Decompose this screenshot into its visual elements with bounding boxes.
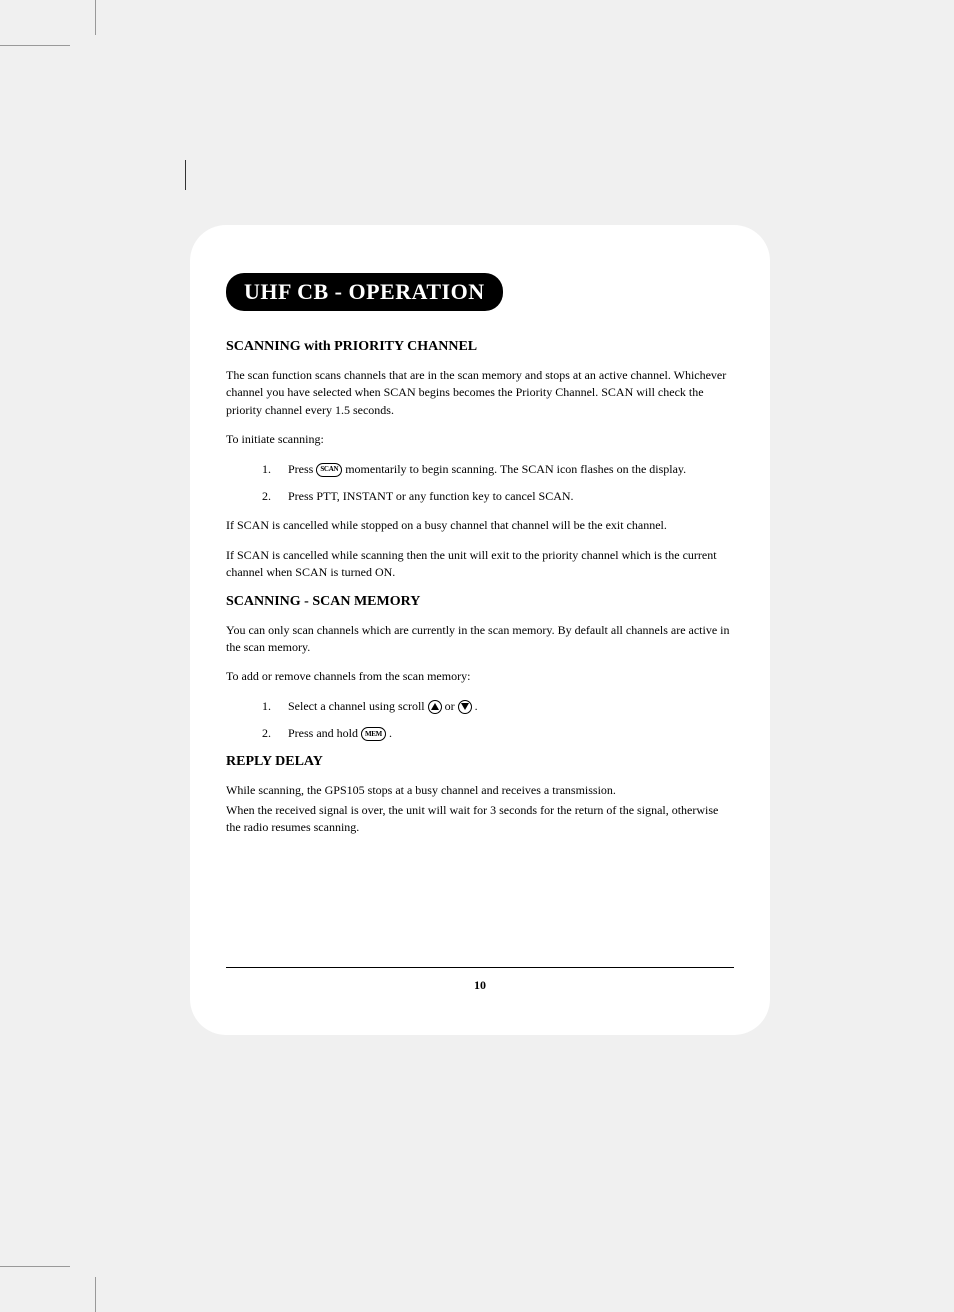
section-heading-scan-memory: SCANNING - SCAN MEMORY <box>226 594 734 610</box>
list-text: Press and hold <box>288 726 361 740</box>
mem-button-icon: MEM <box>361 727 386 741</box>
list-text: or <box>445 699 458 713</box>
body-paragraph: The scan function scans channels that ar… <box>226 367 734 419</box>
crop-mark <box>95 1277 96 1312</box>
ordered-list: 1. Select a channel using scroll or . 2.… <box>262 698 734 743</box>
page-card: UHF CB - OPERATION SCANNING with PRIORIT… <box>190 225 770 1035</box>
list-item: 2. Press and hold MEM . <box>262 725 734 742</box>
body-paragraph: If SCAN is cancelled while scanning then… <box>226 547 734 582</box>
list-text: Press PTT, INSTANT or any function key t… <box>288 489 574 503</box>
section-heading-reply-delay: REPLY DELAY <box>226 754 734 770</box>
list-number: 2. <box>262 725 271 742</box>
crop-mark <box>0 1266 70 1267</box>
body-paragraph: To initiate scanning: <box>226 431 734 448</box>
list-text: . <box>475 699 478 713</box>
binding-mark <box>185 160 186 190</box>
list-number: 1. <box>262 461 271 478</box>
down-arrow-button-icon <box>458 700 472 714</box>
section-heading-scanning-priority: SCANNING with PRIORITY CHANNEL <box>226 339 734 355</box>
list-item: 2. Press PTT, INSTANT or any function ke… <box>262 488 734 505</box>
body-paragraph: You can only scan channels which are cur… <box>226 622 734 657</box>
page-title-badge: UHF CB - OPERATION <box>226 273 503 311</box>
scan-button-icon: SCAN <box>316 463 342 477</box>
list-number: 1. <box>262 698 271 715</box>
up-arrow-button-icon <box>428 700 442 714</box>
ordered-list: 1. Press SCAN momentarily to begin scann… <box>262 461 734 506</box>
list-item: 1. Press SCAN momentarily to begin scann… <box>262 461 734 478</box>
crop-mark <box>95 0 96 35</box>
list-item: 1. Select a channel using scroll or . <box>262 698 734 715</box>
body-paragraph: While scanning, the GPS105 stops at a bu… <box>226 782 734 799</box>
body-paragraph: If SCAN is cancelled while stopped on a … <box>226 517 734 534</box>
page-number: 10 <box>226 978 734 993</box>
triangle-down-icon <box>461 703 469 710</box>
list-number: 2. <box>262 488 271 505</box>
page-footer: 10 <box>226 967 734 993</box>
list-text: . <box>389 726 392 740</box>
body-paragraph: To add or remove channels from the scan … <box>226 668 734 685</box>
list-text: Press <box>288 462 316 476</box>
footer-rule <box>226 967 734 968</box>
list-text: Select a channel using scroll <box>288 699 428 713</box>
body-paragraph: When the received signal is over, the un… <box>226 802 734 837</box>
triangle-up-icon <box>431 703 439 710</box>
list-text: momentarily to begin scanning. The SCAN … <box>345 462 686 476</box>
crop-mark <box>0 45 70 46</box>
